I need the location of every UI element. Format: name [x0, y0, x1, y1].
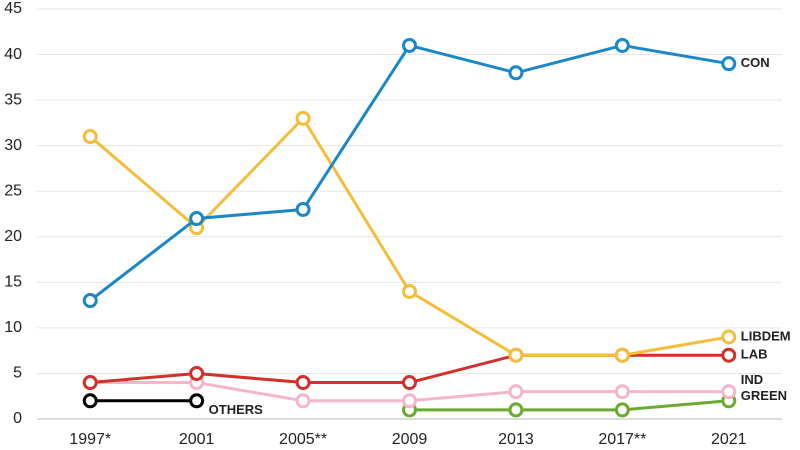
point [508, 384, 524, 400]
point [295, 110, 311, 126]
y-tick-label: 45 [4, 0, 22, 17]
point [402, 37, 417, 53]
point [614, 402, 630, 418]
y-tick-label: 25 [4, 182, 22, 199]
series-line [89, 43, 730, 302]
x-tick-label: 2009 [392, 431, 428, 448]
point [402, 393, 417, 409]
point [721, 329, 737, 345]
point [189, 393, 205, 409]
series-label: LAB [741, 347, 768, 362]
point [614, 384, 630, 400]
y-tick-label: 5 [13, 365, 22, 382]
y-tick-label: 20 [4, 228, 22, 245]
point [295, 393, 311, 409]
x-tick-label: 2001 [179, 431, 215, 448]
series-label: LIBDEM [741, 328, 791, 343]
y-tick-label: 0 [13, 410, 22, 427]
point [614, 347, 630, 363]
point [721, 56, 737, 72]
series-label: IND [741, 372, 763, 387]
point [402, 375, 417, 391]
point [295, 201, 311, 217]
y-tick-label: 10 [4, 319, 22, 336]
y-tick-label: 30 [4, 137, 22, 154]
x-tick-label: 2005** [279, 431, 327, 448]
point [295, 375, 311, 391]
point [82, 375, 98, 391]
point [82, 293, 98, 309]
x-tick-label: 2017** [598, 431, 646, 448]
point [189, 211, 205, 227]
point [82, 129, 98, 145]
series-label: GREEN [741, 388, 787, 403]
point [189, 365, 205, 381]
series-label: CON [741, 55, 770, 70]
series-label: OTHERS [209, 402, 264, 417]
point [508, 347, 524, 363]
point [508, 402, 524, 418]
y-tick-label: 40 [4, 46, 22, 63]
point [721, 347, 737, 363]
point [82, 393, 98, 409]
y-tick-label: 35 [4, 91, 22, 108]
y-tick-label: 15 [4, 274, 22, 291]
series-line [409, 399, 729, 412]
point [614, 37, 630, 53]
x-tick-label: 1997* [69, 431, 111, 448]
point [721, 384, 737, 400]
point [508, 65, 524, 81]
x-tick-label: 2013 [498, 431, 534, 448]
x-tick-label: 2021 [711, 431, 747, 448]
point [402, 283, 417, 299]
